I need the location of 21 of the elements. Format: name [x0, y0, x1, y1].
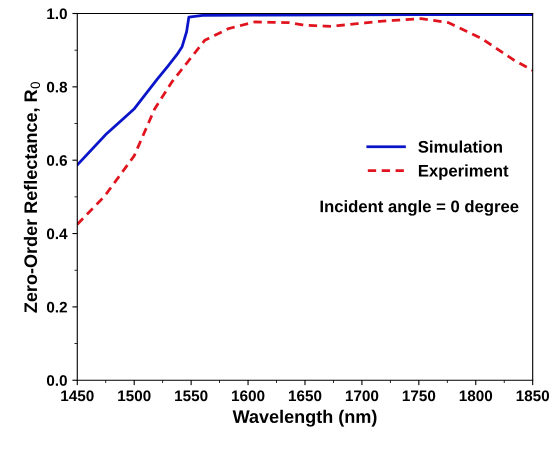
- x-axis-title: Wavelength (nm): [232, 410, 376, 427]
- x-tick-label: 1500: [118, 390, 151, 402]
- y-tick-label: 0.8: [46, 82, 68, 93]
- x-tick-label: 1550: [175, 390, 208, 402]
- x-tick-label: 1450: [61, 390, 94, 402]
- annotation: Incident angle = 0 degree: [320, 200, 518, 216]
- y-tick-label: 0.4: [46, 228, 68, 240]
- y-tick-label: 0.2: [46, 302, 67, 313]
- x-tick-label: 1600: [232, 390, 264, 402]
- y-tick-label: 1.0: [47, 8, 67, 20]
- x-tick-label: 1850: [516, 390, 550, 402]
- y-tick-label: 0.6: [46, 155, 68, 166]
- y-axis-title: Zero-Order Reflectance, R$_{0}$: [24, 82, 40, 313]
- line-series: [77, 17, 533, 226]
- legend-label: Simulation: [418, 140, 502, 153]
- legend-label: Experiment: [418, 164, 508, 180]
- x-tick-label: 1650: [288, 390, 322, 402]
- x-tick-label: 1750: [402, 390, 436, 402]
- x-tick-label: 1700: [346, 390, 378, 402]
- x-tick-label: 1800: [460, 390, 492, 402]
- y-tick-label: 0.0: [46, 375, 67, 386]
